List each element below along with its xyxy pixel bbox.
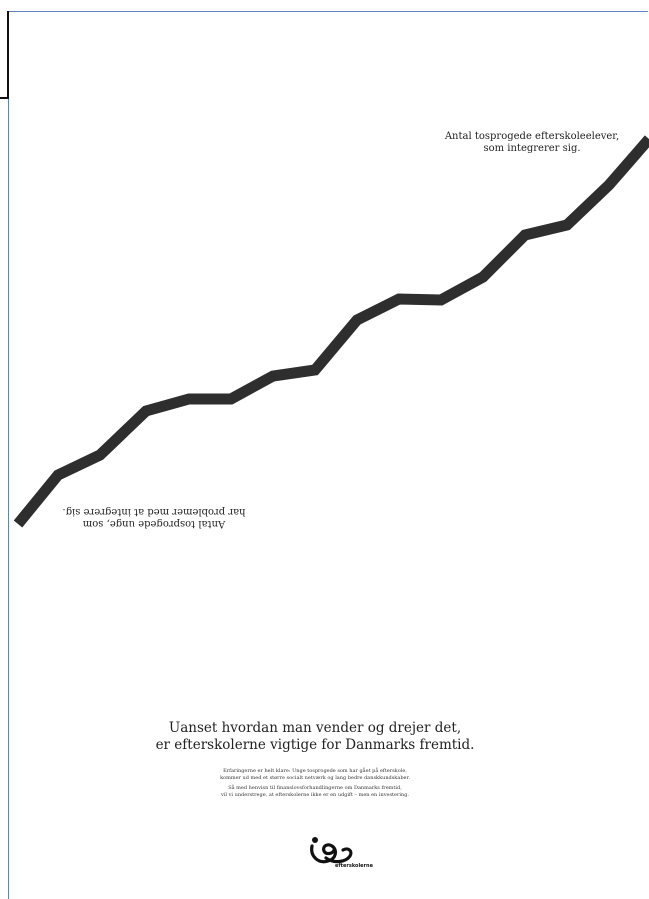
line-label-bottom-line-2: har problemer med at integrere sig. <box>62 506 246 517</box>
corner-tab <box>0 11 9 99</box>
trend-line <box>13 135 649 528</box>
body-copy: Erfaringerne er helt klare: Unge tosprog… <box>150 768 480 802</box>
body-paragraph-1-line-1: Erfaringerne er helt klare: Unge tosprog… <box>223 768 407 774</box>
line-label-top-line-1: Antal tosprogede efterskoleelever, <box>444 131 620 142</box>
line-label-top-line-2: som integrerer sig. <box>483 143 581 154</box>
body-paragraph-1: Erfaringerne er helt klare: Unge tosprog… <box>150 768 480 782</box>
headline-line-2: er efterskolerne vigtige for Danmarks fr… <box>155 737 475 753</box>
body-paragraph-2: Så med henvisn til finanslovsforhandling… <box>150 785 480 799</box>
line-label-bottom-line-1: Antal tosprogede unge, som <box>82 518 226 529</box>
headline-line-1: Uanset hvordan man vender og drejer det, <box>168 720 462 736</box>
body-paragraph-2-line-2: vil vi understrege, at efterskolerne ikk… <box>220 792 410 798</box>
page-frame <box>8 11 648 899</box>
line-label-bottom-inverted: Antal tosprogede unge, som har problemer… <box>44 505 264 529</box>
line-label-top: Antal tosprogede efterskoleelever, som i… <box>427 131 637 155</box>
headline: Uanset hvordan man vender og drejer det,… <box>100 720 530 754</box>
logo-text: efterskolerne <box>335 863 373 869</box>
body-paragraph-1-line-2: kommer ud med et større socialt netværk … <box>220 775 410 781</box>
body-paragraph-2-line-1: Så med henvisn til finanslovsforhandling… <box>228 785 402 791</box>
efterskolerne-logo-icon <box>310 837 353 864</box>
